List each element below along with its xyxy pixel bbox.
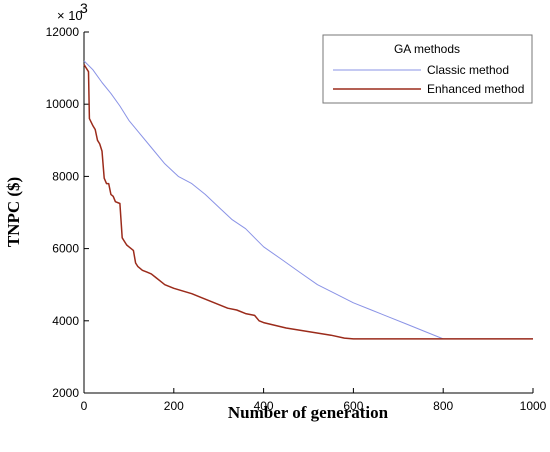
y-tick-label: 4000 — [52, 314, 79, 328]
y-tick-label: 6000 — [52, 242, 79, 256]
x-tick-label: 600 — [343, 399, 363, 413]
series-layer — [83, 60, 533, 340]
legend-label-classic-method: Classic method — [427, 63, 509, 77]
y-tick-label: 2000 — [52, 386, 79, 400]
x-tick-label: 1000 — [520, 399, 547, 413]
x-tick-label: 200 — [164, 399, 184, 413]
x-ticks: 0 200 400 600 800 1000 — [81, 388, 547, 413]
legend-label-enhanced-method: Enhanced method — [427, 82, 524, 96]
x-axis-label: Number of generation — [228, 403, 389, 422]
legend-title: GA methods — [394, 42, 460, 56]
y-tick-label: 10000 — [46, 97, 80, 111]
y-multiplier-exponent: 3 — [80, 0, 88, 16]
legend: GA methods Classic method Enhanced metho… — [322, 34, 533, 104]
series-line-enhanced-method — [83, 64, 533, 340]
y-axis-label: TNPC ($) — [4, 177, 23, 247]
y-ticks: 2000 4000 6000 8000 10000 12000 — [46, 25, 89, 400]
y-tick-label: 12000 — [46, 25, 80, 39]
legend-box — [322, 34, 533, 104]
y-axis-multiplier: × 10 3 — [57, 0, 88, 23]
axes — [83, 32, 533, 394]
y-tick-label: 8000 — [52, 169, 79, 183]
x-tick-label: 800 — [433, 399, 453, 413]
x-tick-label: 0 — [81, 399, 88, 413]
x-tick-label: 400 — [254, 399, 274, 413]
series-line-classic-method — [83, 60, 533, 340]
y-multiplier-base: × 10 — [57, 8, 83, 23]
